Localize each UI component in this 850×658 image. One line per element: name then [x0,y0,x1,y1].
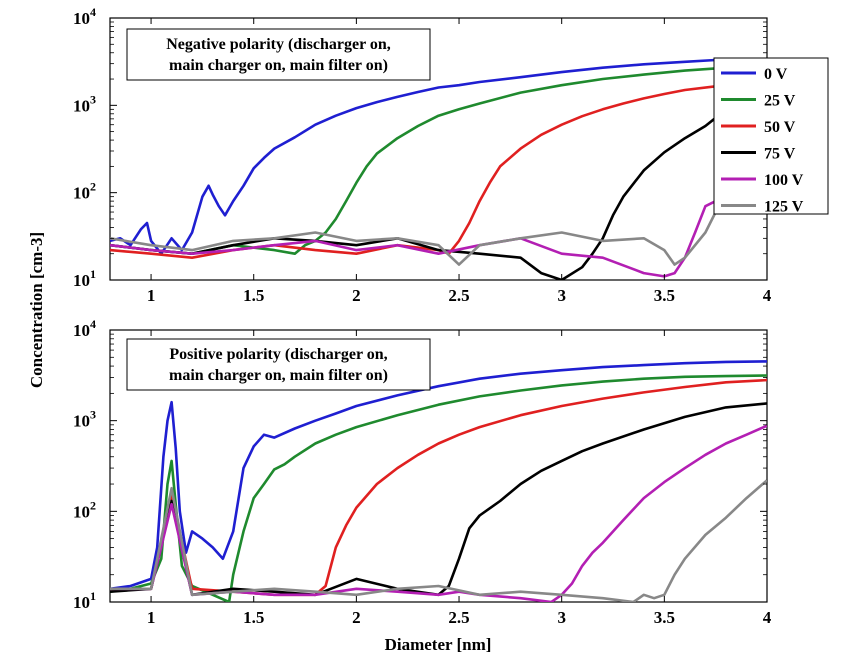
annotation-line: Positive polarity (discharger on, [169,346,387,363]
legend-label: 75 V [764,146,796,163]
series-line-75-v [110,116,717,280]
x-tick-label: 2 [352,286,361,305]
y-tick-label: 104 [73,5,96,28]
legend-label: 25 V [764,93,796,110]
x-tick-label: 3 [557,608,566,627]
y-tick-label: 101 [73,267,96,290]
series-line-75-v [110,402,767,597]
annotation-box [126,28,431,81]
bottom-panel: 1 1.5 2 2.5 3 3.5 4 101 102 103 104 Positive polari… [73,317,772,627]
x-tick-label: 1.5 [243,608,264,627]
plot-frame [109,329,768,603]
x-tick-label: 1 [147,286,156,305]
legend-label: 125 V [764,199,804,216]
legend-label: 100 V [764,172,804,189]
x-tick-label: 2.5 [448,286,469,305]
y-tick-label: 103 [73,92,96,115]
annotation-line: main charger on, main filter on) [169,57,388,74]
series-line-0-v [110,58,716,255]
x-tick-label: 2.5 [448,608,469,627]
y-tick-label: 101 [73,589,96,612]
series-line-125-v [110,211,717,266]
annotation-line: main charger on, main filter on) [169,367,388,384]
series-lines [110,58,717,280]
top-panel: 1 1.5 2 2.5 3 3.5 4 101 102 103 104 Negative polari… [73,5,829,305]
y-tick-label: 104 [73,317,96,340]
series-line-25-v [110,374,767,602]
legend-label: 50 V [764,119,796,136]
x-tick-label: 1.5 [243,286,264,305]
series-line-0-v [110,360,767,591]
x-tick-label: 3.5 [654,286,675,305]
x-tick-label: 4 [763,286,772,305]
y-tick-label: 103 [73,408,96,431]
series-line-100-v [110,424,767,602]
x-axis-label: Diameter [nm] [385,635,492,654]
x-tick-label: 1 [147,608,156,627]
series-line-50-v [110,85,716,259]
y-tick-label: 102 [73,180,96,203]
x-tick-label: 3.5 [654,608,675,627]
x-tick-label: 2 [352,608,361,627]
series-line-125-v [110,479,767,602]
series-lines [110,360,767,602]
y-axis-label: Concentration [cm-3] [27,232,46,388]
series-line-50-v [110,378,767,597]
legend-box [713,57,829,215]
annotation-line: Negative polarity (discharger on, [166,36,391,53]
annotation-box [126,338,431,391]
x-tick-label: 3 [557,286,566,305]
x-tick-label: 4 [763,608,772,627]
legend-label: 0 V [764,66,788,83]
series-line-25-v [110,67,716,255]
y-tick-label: 102 [73,498,96,521]
